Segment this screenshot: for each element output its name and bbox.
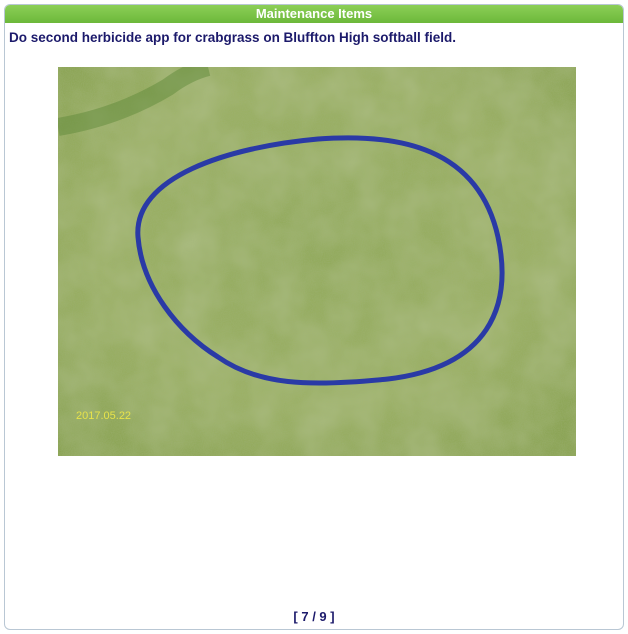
panel-header: Maintenance Items <box>5 5 623 23</box>
pager[interactable]: [ 7 / 9 ] <box>5 609 623 624</box>
item-description: Do second herbicide app for crabgrass on… <box>9 30 456 45</box>
photo-timestamp: 2017.05.22 <box>76 410 131 422</box>
item-photo: 2017.05.22 <box>58 67 576 456</box>
grass-grain <box>58 67 576 456</box>
maintenance-panel: Maintenance Items Do second herbicide ap… <box>4 4 624 630</box>
